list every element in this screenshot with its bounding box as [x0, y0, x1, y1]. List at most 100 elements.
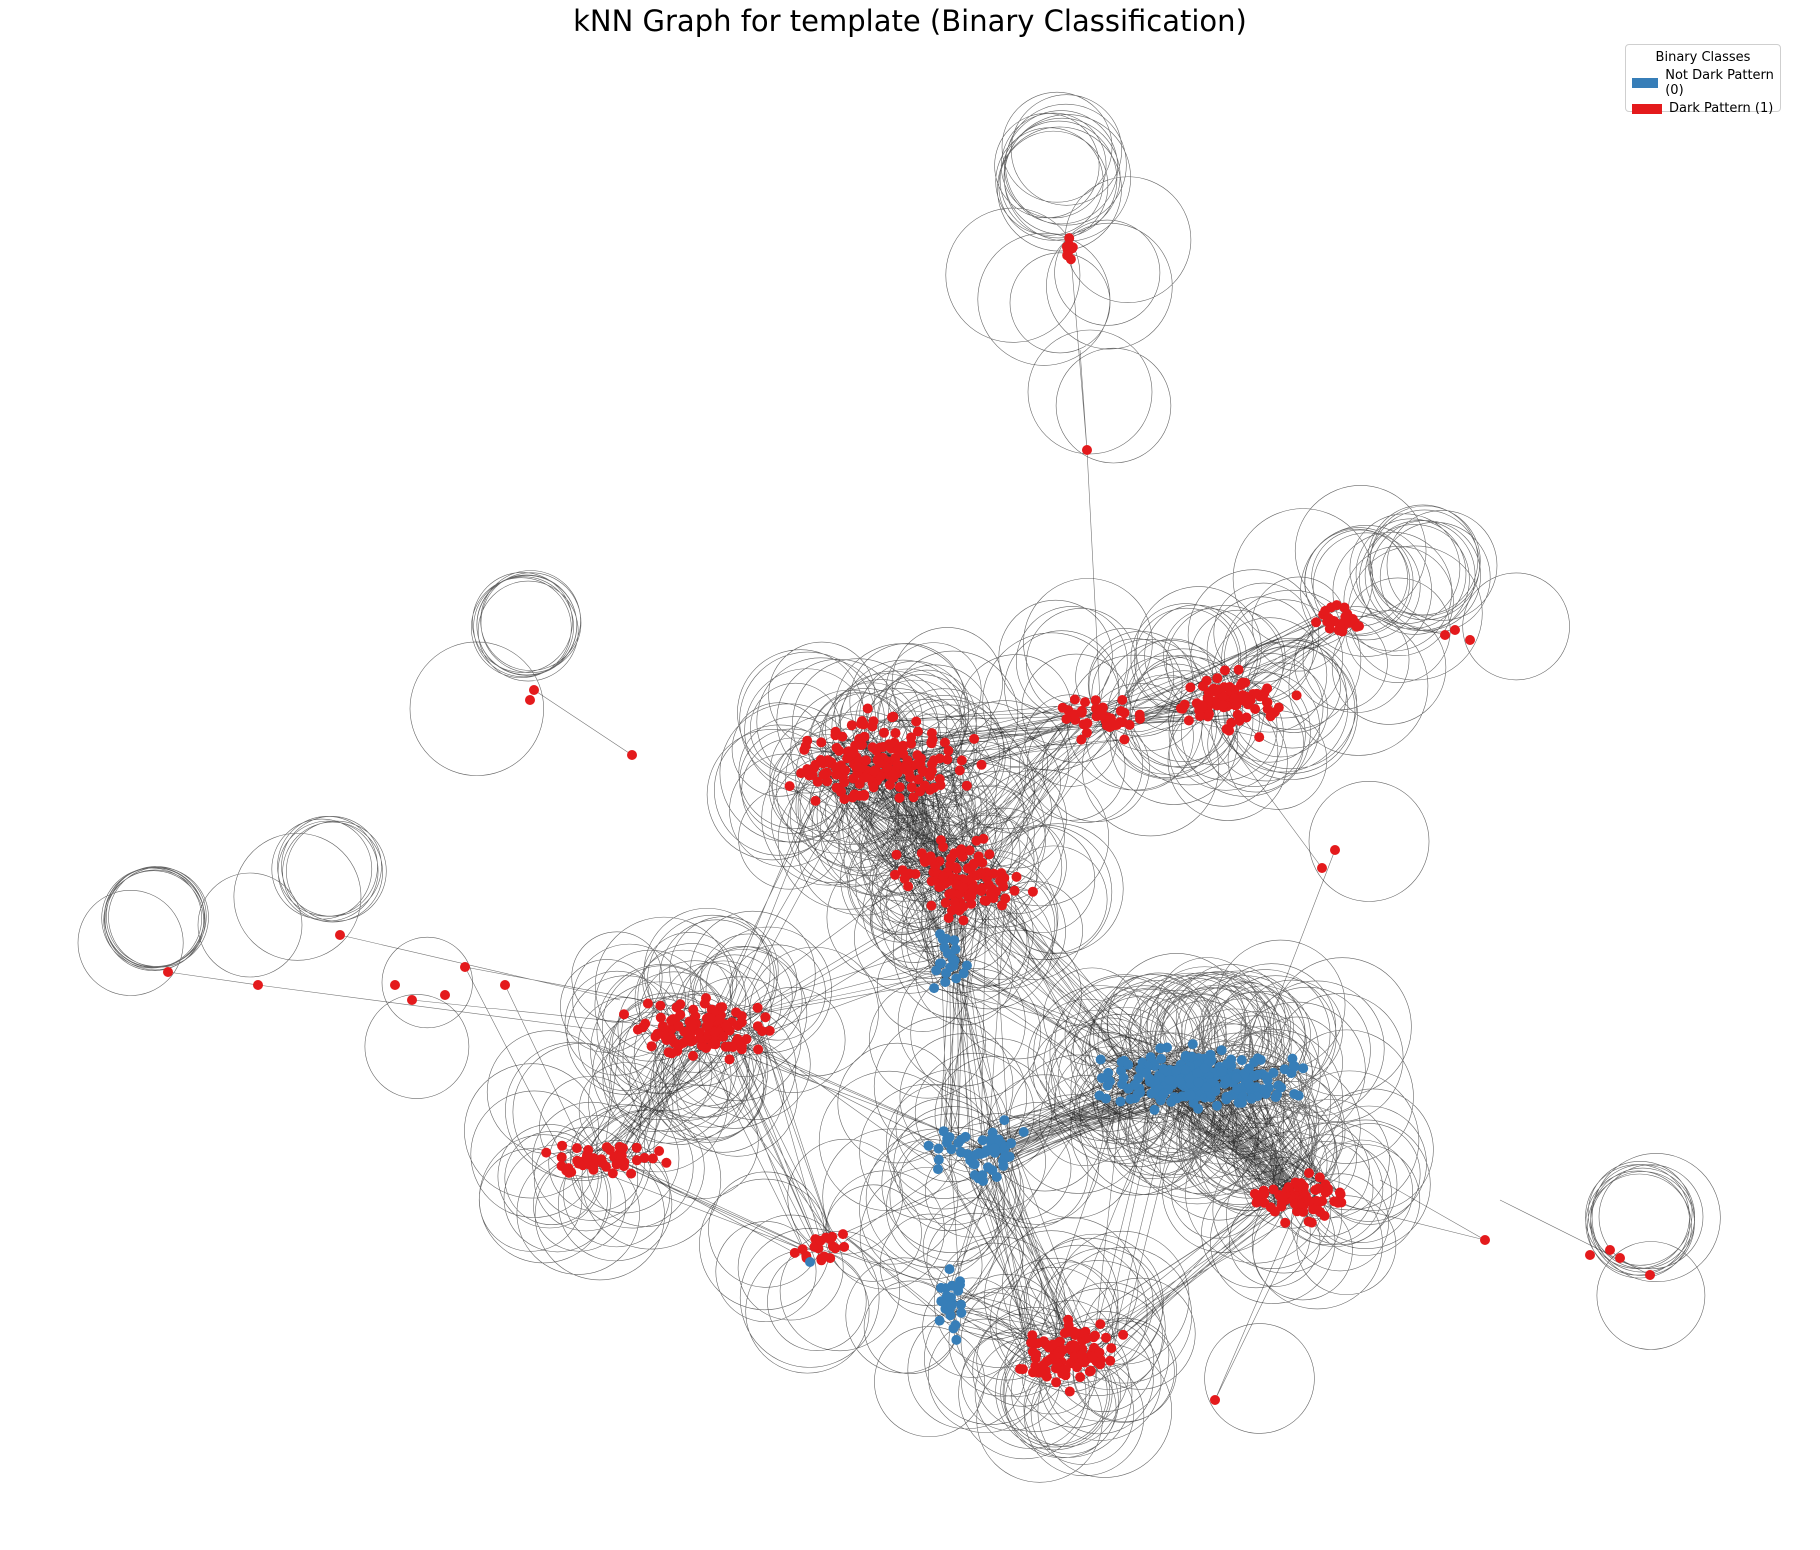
node-dark-pattern — [764, 1025, 775, 1036]
node-dark-pattern — [894, 782, 905, 793]
node-not-dark-pattern — [951, 1334, 962, 1345]
node-dark-pattern — [939, 737, 950, 748]
node-dark-pattern — [839, 777, 850, 788]
node-dark-pattern — [816, 1255, 827, 1266]
node-not-dark-pattern — [1174, 1076, 1185, 1086]
node-not-dark-pattern — [929, 983, 940, 994]
node-dark-pattern — [973, 851, 984, 862]
node-not-dark-pattern — [1244, 1063, 1254, 1074]
node-dark-pattern — [1217, 700, 1228, 711]
node-dark-pattern — [571, 1143, 582, 1154]
node-dark-pattern — [1229, 693, 1240, 704]
node-dark-pattern — [1195, 711, 1206, 722]
node-dark-pattern — [1450, 625, 1460, 635]
node-dark-pattern — [1090, 695, 1101, 706]
node-dark-pattern — [687, 1021, 698, 1032]
node-not-dark-pattern — [1096, 1073, 1107, 1084]
node-dark-pattern — [688, 1050, 698, 1061]
node-not-dark-pattern — [1158, 1063, 1169, 1074]
node-dark-pattern — [460, 962, 470, 972]
node-not-dark-pattern — [1141, 1067, 1152, 1078]
node-dark-pattern — [619, 1009, 629, 1020]
node-dark-pattern — [1076, 705, 1087, 716]
node-not-dark-pattern — [1158, 1089, 1169, 1100]
node-dark-pattern — [838, 1229, 848, 1240]
node-not-dark-pattern — [1287, 1053, 1298, 1064]
node-dark-pattern — [1011, 871, 1022, 882]
node-dark-pattern — [1317, 863, 1327, 873]
node-dark-pattern — [1289, 1198, 1300, 1209]
node-dark-pattern — [940, 897, 951, 908]
node-dark-pattern — [915, 786, 925, 797]
node-dark-pattern — [655, 1000, 666, 1011]
node-dark-pattern — [561, 1165, 572, 1176]
node-not-dark-pattern — [1205, 1049, 1216, 1060]
node-dark-pattern — [741, 1034, 752, 1045]
node-dark-pattern — [253, 980, 263, 990]
node-dark-pattern — [1108, 720, 1119, 731]
node-dark-pattern — [797, 1244, 808, 1255]
legend-label-class-1: Dark Pattern (1) — [1669, 101, 1774, 116]
node-not-dark-pattern — [956, 1299, 966, 1310]
node-dark-pattern — [732, 1020, 743, 1031]
node-not-dark-pattern — [1236, 1055, 1247, 1066]
node-dark-pattern — [753, 1044, 764, 1055]
node-dark-pattern — [669, 1037, 680, 1048]
node-dark-pattern — [943, 745, 954, 756]
node-not-dark-pattern — [983, 1162, 993, 1173]
node-not-dark-pattern — [950, 1320, 961, 1331]
node-dark-pattern — [1310, 1185, 1321, 1195]
node-dark-pattern — [966, 898, 977, 909]
node-dark-pattern — [1043, 1342, 1054, 1353]
node-not-dark-pattern — [1199, 1063, 1210, 1074]
node-dark-pattern — [890, 728, 901, 739]
node-dark-pattern — [718, 1031, 729, 1042]
node-dark-pattern — [816, 737, 827, 748]
node-dark-pattern — [925, 770, 935, 781]
node-dark-pattern — [1095, 1319, 1106, 1330]
node-dark-pattern — [1082, 445, 1092, 455]
legend: Binary Classes Not Dark Pattern (0) Dark… — [1625, 44, 1781, 116]
node-dark-pattern — [911, 716, 922, 727]
node-not-dark-pattern — [950, 944, 961, 955]
node-dark-pattern — [1250, 704, 1261, 714]
node-not-dark-pattern — [962, 1149, 973, 1160]
node-not-dark-pattern — [989, 1143, 1000, 1154]
node-dark-pattern — [1465, 635, 1475, 645]
node-not-dark-pattern — [1149, 1104, 1160, 1115]
node-not-dark-pattern — [1145, 1052, 1156, 1063]
figure-title: kNN Graph for template (Binary Classific… — [573, 4, 1247, 38]
node-not-dark-pattern — [923, 1140, 934, 1151]
node-dark-pattern — [657, 1021, 668, 1032]
node-dark-pattern — [1212, 673, 1223, 684]
node-dark-pattern — [601, 1142, 612, 1153]
node-dark-pattern — [1134, 709, 1145, 720]
node-dark-pattern — [627, 750, 637, 760]
node-dark-pattern — [925, 784, 935, 795]
node-not-dark-pattern — [979, 1147, 990, 1158]
node-dark-pattern — [830, 762, 841, 773]
node-not-dark-pattern — [991, 1172, 1002, 1182]
node-dark-pattern — [1311, 617, 1322, 628]
node-dark-pattern — [890, 869, 900, 880]
node-dark-pattern — [967, 887, 978, 898]
node-dark-pattern — [810, 759, 821, 770]
node-not-dark-pattern — [1095, 1054, 1106, 1065]
node-dark-pattern — [1354, 621, 1364, 632]
node-dark-pattern — [809, 1241, 820, 1252]
node-dark-pattern — [903, 767, 914, 777]
node-not-dark-pattern — [1172, 1093, 1183, 1104]
node-dark-pattern — [1615, 1253, 1625, 1263]
node-dark-pattern — [1252, 1191, 1263, 1202]
node-dark-pattern — [884, 779, 895, 790]
node-dark-pattern — [894, 792, 905, 803]
node-dark-pattern — [892, 760, 903, 770]
node-dark-pattern — [666, 1015, 677, 1026]
graph-nodes — [163, 233, 1655, 1405]
node-dark-pattern — [1064, 1386, 1075, 1397]
node-dark-pattern — [666, 1048, 677, 1059]
node-dark-pattern — [1304, 1196, 1315, 1207]
node-dark-pattern — [1311, 1195, 1322, 1206]
node-dark-pattern — [1331, 600, 1342, 611]
node-not-dark-pattern — [1004, 1151, 1015, 1162]
